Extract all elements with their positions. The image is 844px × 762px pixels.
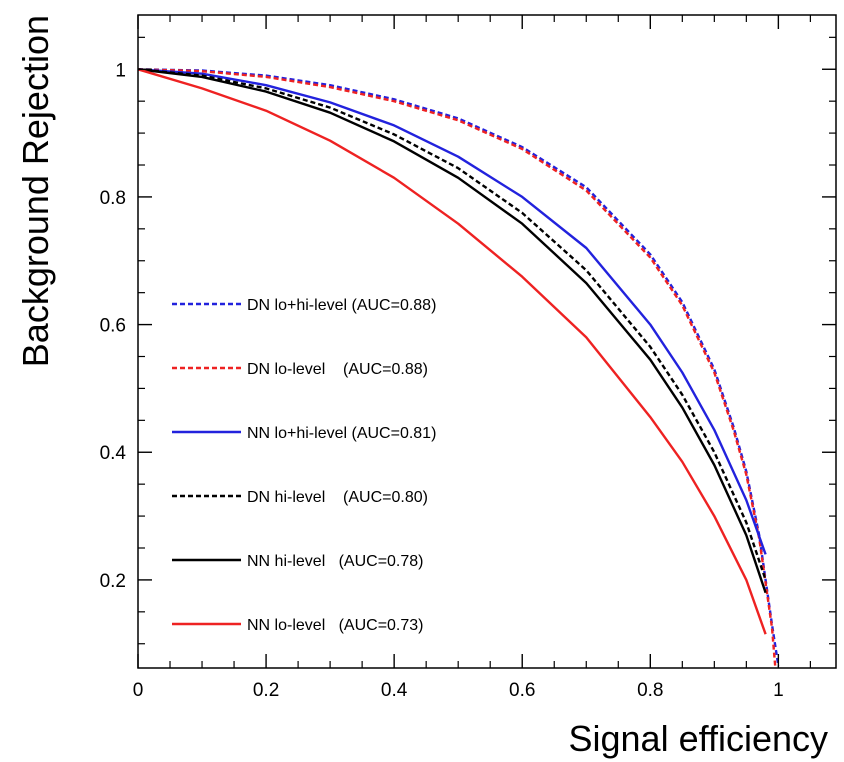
y-tick-label: 0.2: [100, 571, 126, 592]
legend-label: DN lo+hi-level (AUC=0.88): [247, 297, 436, 314]
x-tick-label: 0: [133, 680, 144, 701]
x-tick-label: 0.8: [637, 680, 663, 701]
legend-item: DN lo+hi-level (AUC=0.88): [172, 297, 436, 314]
legend-label: DN hi-level (AUC=0.80): [247, 489, 428, 506]
x-axis-title: Signal efficiency: [569, 718, 829, 759]
legend-item: NN hi-level (AUC=0.78): [172, 553, 424, 570]
legend-label: NN lo-level (AUC=0.73): [247, 617, 424, 634]
y-tick-label: 0.8: [100, 188, 126, 209]
y-tick-label: 0.4: [100, 443, 127, 464]
y-axis-title: Background Rejection: [15, 15, 56, 367]
y-tick-label: 0.6: [100, 316, 126, 337]
plot-frame: [137, 14, 837, 669]
legend: DN lo+hi-level (AUC=0.88) DN lo-level (AU…: [172, 297, 436, 634]
y-tick-label: 1: [115, 60, 126, 81]
series-line-1: [137, 68, 780, 667]
legend-label: DN lo-level (AUC=0.88): [247, 361, 428, 378]
legend-label: NN hi-level (AUC=0.78): [247, 553, 424, 570]
legend-item: NN lo-level (AUC=0.73): [172, 617, 424, 634]
x-tick-label: 0.2: [253, 680, 279, 701]
legend-label: NN lo+hi-level (AUC=0.81): [247, 425, 436, 442]
legend-item: DN lo-level (AUC=0.88): [172, 361, 428, 378]
series-line-6: [137, 68, 767, 635]
curves-layer: [137, 68, 780, 667]
ticks-layer: 0 0.2 0.4 0.6 0.8 1 0.2 0.4 0.6 0.8 1: [100, 15, 836, 701]
x-tick-label: 1: [773, 680, 784, 701]
legend-item: NN lo+hi-level (AUC=0.81): [172, 425, 436, 442]
series-line-2: [137, 68, 777, 667]
series-line-3: [137, 68, 767, 555]
legend-item: DN hi-level (AUC=0.80): [172, 489, 428, 506]
series-line-5: [137, 68, 767, 594]
x-tick-label: 0.4: [381, 680, 408, 701]
x-tick-label: 0.6: [509, 680, 535, 701]
series-line-4: [137, 68, 767, 581]
